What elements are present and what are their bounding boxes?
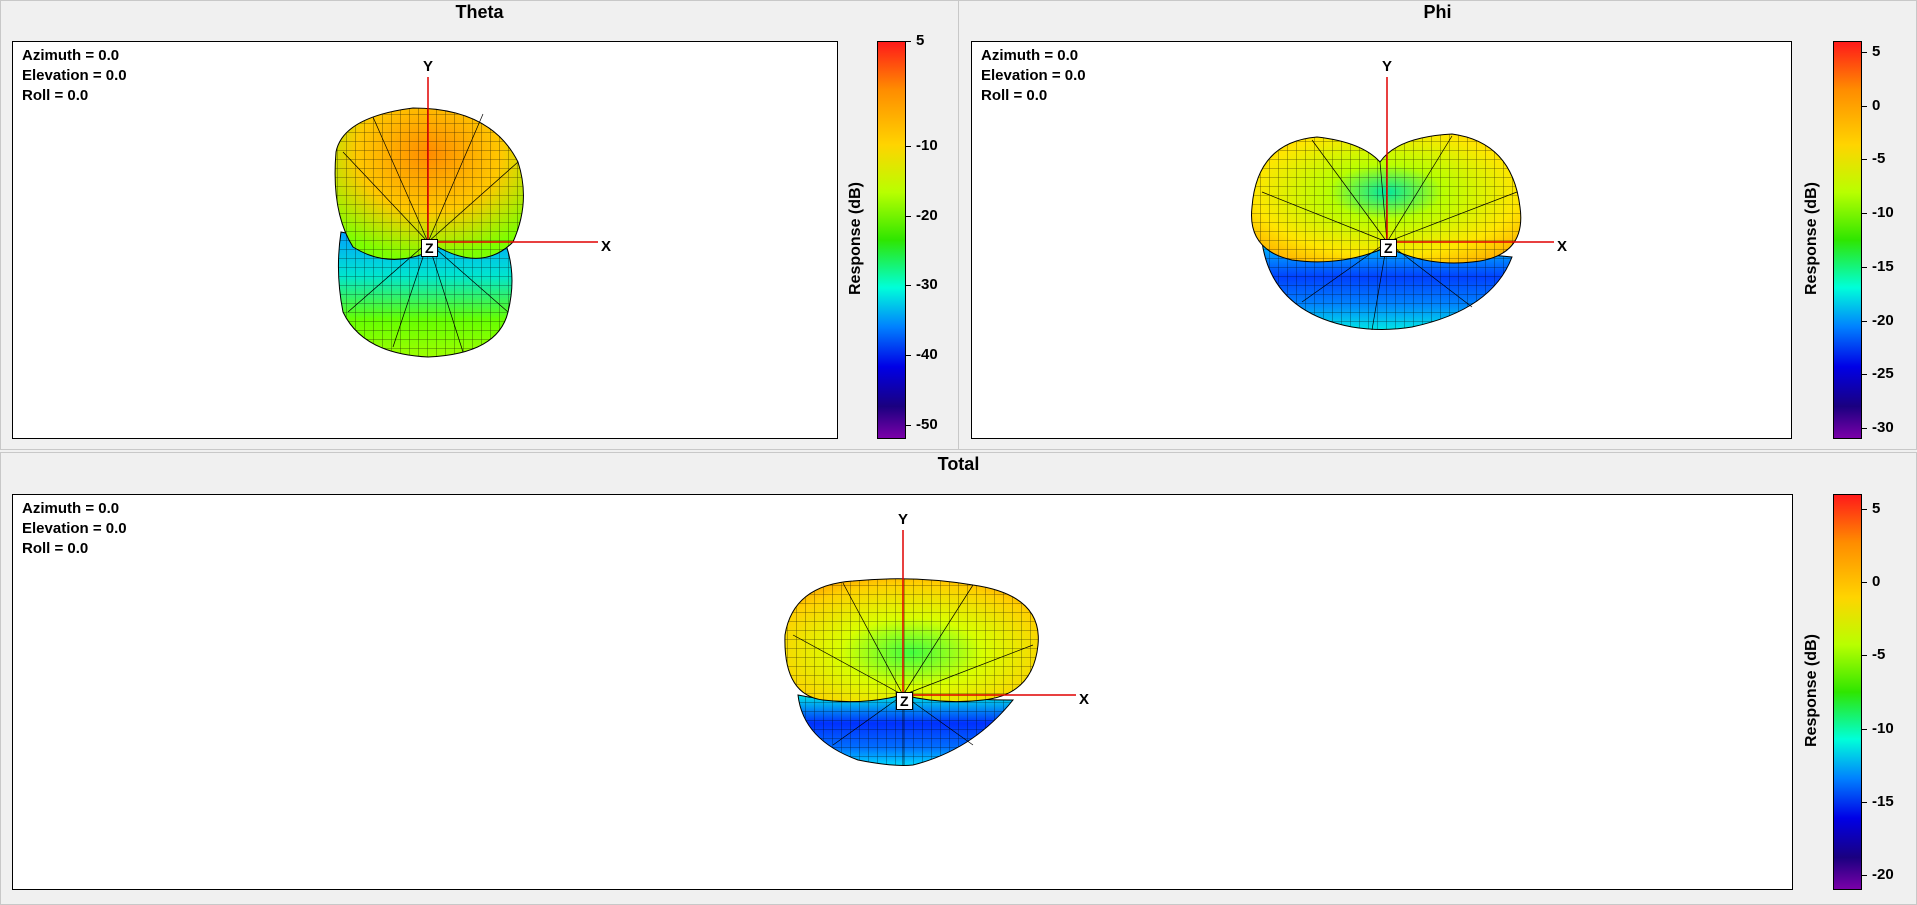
colorbar-tick-mark — [906, 425, 911, 426]
colorbar-tick-label: -50 — [916, 416, 938, 433]
elevation-readout: Elevation = 0.0 — [22, 520, 127, 537]
roll-readout: Roll = 0.0 — [22, 540, 89, 557]
colorbar-tick-mark — [1862, 655, 1867, 656]
colorbar-tick-mark — [1862, 213, 1867, 214]
colorbar-tick-mark — [1862, 267, 1867, 268]
pattern-3d-theta — [334, 77, 598, 358]
colorbar-tick-mark — [906, 216, 911, 217]
colorbar-label: Response (dB) — [1803, 634, 1820, 747]
colorbar-tick-label: -30 — [916, 276, 938, 293]
phi-panel: Phi Azimuth = 0.0 Elevation = 0.0 Roll =… — [958, 0, 1917, 450]
y-axis-label: Y — [423, 58, 434, 75]
phi-lower-lobe — [1261, 241, 1513, 330]
colorbar-tick-mark — [1862, 428, 1867, 429]
colorbar-tick-label: -30 — [1872, 419, 1894, 436]
colorbar — [1833, 494, 1862, 890]
colorbar-tick-mark — [906, 146, 911, 147]
roll-readout: Roll = 0.0 — [981, 87, 1048, 104]
view-info: Azimuth = 0.0 Elevation = 0.0 Roll = 0.0 — [22, 46, 127, 106]
total-upper-lobe — [784, 578, 1039, 703]
colorbar-tick-label: -20 — [916, 207, 938, 224]
view-info: Azimuth = 0.0 Elevation = 0.0 Roll = 0.0 — [22, 499, 127, 559]
phi-upper-lobe — [1251, 133, 1522, 264]
colorbar-tick-label: -40 — [916, 346, 938, 363]
colorbar-tick-mark — [1862, 159, 1867, 160]
colorbar-tick-label: -10 — [916, 137, 938, 154]
colorbar-tick-mark — [906, 285, 911, 286]
view-info: Azimuth = 0.0 Elevation = 0.0 Roll = 0.0 — [981, 46, 1086, 106]
colorbar — [1833, 41, 1862, 439]
total-lower-lobe — [797, 694, 1015, 766]
y-axis-label: Y — [1382, 58, 1393, 75]
colorbar-tick-mark — [1862, 52, 1867, 53]
colorbar-tick-mark — [1862, 509, 1867, 510]
colorbar-tick-mark — [1862, 729, 1867, 730]
pattern-3d-total — [784, 530, 1076, 766]
colorbar-label: Response (dB) — [847, 182, 864, 295]
z-axis-label: Z — [421, 239, 438, 257]
azimuth-readout: Azimuth = 0.0 — [981, 47, 1079, 64]
plot-area[interactable]: Azimuth = 0.0 Elevation = 0.0 Roll = 0.0 — [971, 41, 1792, 439]
colorbar-tick-label: -15 — [1872, 793, 1894, 810]
azimuth-readout: Azimuth = 0.0 — [22, 500, 120, 517]
x-axis-label: X — [1557, 238, 1568, 255]
colorbar-tick-label: 0 — [1872, 573, 1881, 590]
z-axis-label: Z — [1380, 239, 1397, 257]
z-axis-label: Z — [896, 692, 913, 710]
colorbar-tick-mark — [1862, 582, 1867, 583]
colorbar-tick-label: -10 — [1872, 720, 1894, 737]
colorbar-tick-label: -5 — [1872, 646, 1886, 663]
colorbar-tick-label: -15 — [1872, 258, 1894, 275]
elevation-readout: Elevation = 0.0 — [981, 67, 1086, 84]
colorbar-tick-label: 5 — [916, 32, 925, 49]
plot-area[interactable]: Azimuth = 0.0 Elevation = 0.0 Roll = 0.0 — [12, 41, 838, 439]
pattern-3d-phi — [1251, 77, 1554, 331]
colorbar-label: Response (dB) — [1803, 182, 1820, 295]
colorbar-tick-label: -25 — [1872, 365, 1894, 382]
colorbar-tick-label: 5 — [1872, 500, 1881, 517]
colorbar — [877, 41, 906, 439]
colorbar-tick-mark — [1862, 875, 1867, 876]
colorbar-tick-mark — [1862, 106, 1867, 107]
colorbar-tick-mark — [1862, 802, 1867, 803]
panel-title: Phi — [1423, 2, 1452, 22]
x-axis-label: X — [1079, 691, 1090, 708]
colorbar-tick-mark — [906, 355, 911, 356]
azimuth-readout: Azimuth = 0.0 — [22, 47, 120, 64]
phi-meridians — [1261, 135, 1518, 331]
colorbar-tick-label: 0 — [1872, 97, 1881, 114]
plot-area[interactable]: Azimuth = 0.0 Elevation = 0.0 Roll = 0.0 — [12, 494, 1793, 890]
elevation-readout: Elevation = 0.0 — [22, 67, 127, 84]
roll-readout: Roll = 0.0 — [22, 87, 89, 104]
colorbar-tick-label: -5 — [1872, 150, 1886, 167]
colorbar-tick-label: -20 — [1872, 866, 1894, 883]
total-panel: Total Azimuth = 0.0 Elevation = 0.0 Roll… — [0, 452, 1917, 905]
colorbar-tick-mark — [1862, 374, 1867, 375]
theta-panel: Theta Azimuth = 0.0 Elevation = 0.0 Roll… — [0, 0, 959, 450]
panel-title: Theta — [455, 2, 504, 22]
colorbar-tick-label: -10 — [1872, 204, 1894, 221]
theta-upper-lobe — [334, 107, 524, 260]
colorbar-tick-label: -20 — [1872, 312, 1894, 329]
colorbar-tick-label: 5 — [1872, 43, 1881, 60]
colorbar-tick-mark — [906, 41, 911, 42]
theta-lower-lobe — [337, 231, 513, 358]
colorbar-tick-mark — [1862, 321, 1867, 322]
panel-title: Total — [937, 454, 980, 474]
x-axis-label: X — [601, 238, 612, 255]
y-axis-label: Y — [898, 511, 909, 528]
